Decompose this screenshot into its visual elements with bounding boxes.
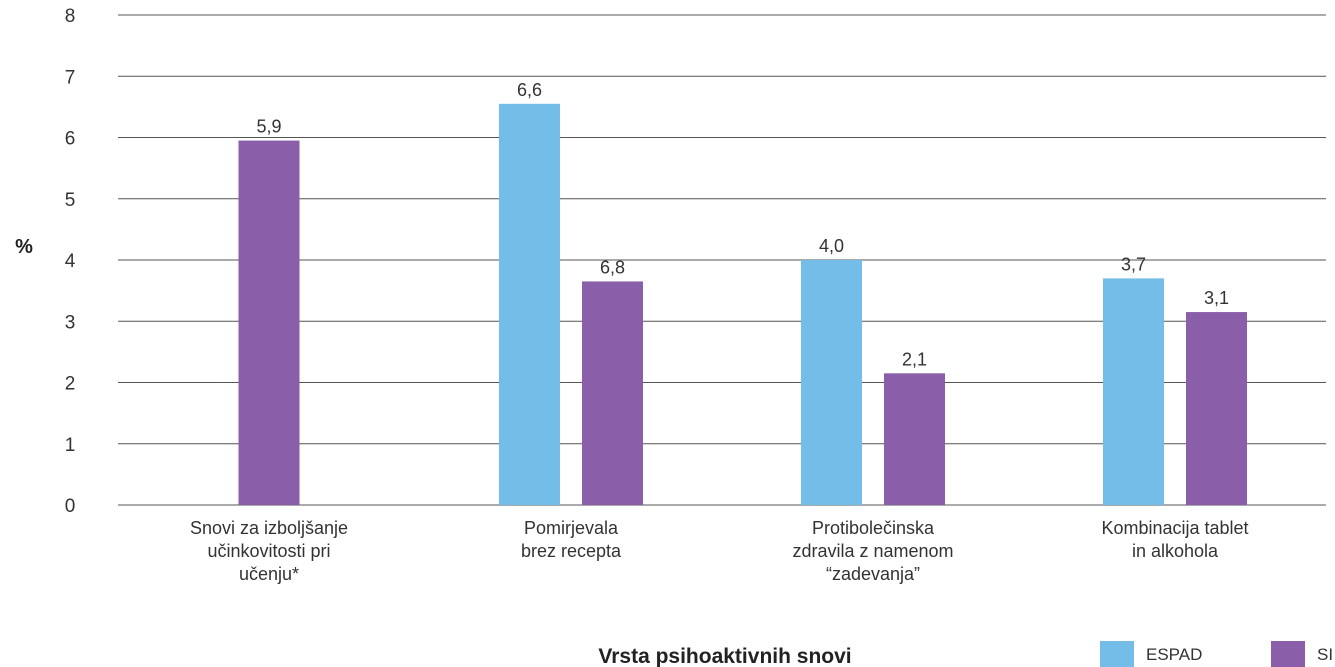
bars: 5,9 6,6 6,8 4,0 2,1 3,7 3,1 xyxy=(238,80,1247,505)
y-tick-label: 2 xyxy=(65,374,76,395)
bar-si xyxy=(238,140,300,505)
data-label: 5,9 xyxy=(256,117,281,137)
gridlines xyxy=(118,14,1326,506)
data-label: 4,0 xyxy=(819,236,844,256)
bar-espad xyxy=(1103,278,1164,505)
y-tick-label: 0 xyxy=(65,496,76,517)
legend-label-si: SI xyxy=(1317,645,1333,664)
category-label-line: Kombinacija tablet xyxy=(1101,518,1248,538)
category-label: Kombinacija tablet in alkohola xyxy=(1101,518,1248,561)
legend-label-espad: ESPAD xyxy=(1146,645,1202,664)
y-tick-label: 6 xyxy=(65,129,76,150)
category-label-line: Pomirjevala xyxy=(524,518,619,538)
legend-swatch-espad xyxy=(1100,641,1134,667)
y-axis-ticks: 0 1 2 3 4 5 6 7 8 xyxy=(65,6,76,517)
data-label: 3,7 xyxy=(1121,254,1146,274)
category-label-line: Protibolečinska xyxy=(812,518,935,538)
bar-espad xyxy=(801,260,862,505)
category-label-line: Snovi za izboljšanje xyxy=(190,518,348,538)
data-label: 3,1 xyxy=(1204,288,1229,308)
y-tick-label: 5 xyxy=(65,190,76,211)
category-label-line: in alkohola xyxy=(1132,541,1219,561)
category-label-line: učenju* xyxy=(239,564,299,584)
category-labels: Snovi za izboljšanje učinkovitosti pri uče… xyxy=(190,518,1249,584)
category-label-line: brez recepta xyxy=(521,541,622,561)
category-label-line: učinkovitosti pri xyxy=(207,541,330,561)
legend-swatch-si xyxy=(1271,641,1305,667)
bar-espad xyxy=(499,103,560,505)
bar-si xyxy=(582,281,643,505)
data-label: 2,1 xyxy=(902,349,927,369)
y-tick-label: 4 xyxy=(65,251,76,272)
y-tick-label: 3 xyxy=(65,312,76,333)
data-label: 6,6 xyxy=(517,80,542,100)
bar-si xyxy=(1186,312,1247,505)
category-label-line: zdravila z namenom xyxy=(792,541,953,561)
y-tick-label: 8 xyxy=(65,6,76,27)
bar-si xyxy=(884,373,945,505)
y-tick-label: 7 xyxy=(65,67,76,88)
x-axis-label: Vrsta psihoaktivnih snovi xyxy=(598,645,851,667)
category-label: Pomirjevala brez recepta xyxy=(521,518,622,561)
category-label: Snovi za izboljšanje učinkovitosti pri uče… xyxy=(190,518,348,584)
legend: ESPAD SI xyxy=(1100,641,1333,667)
category-label: Protibolečinska zdravila z namenom “zadeva… xyxy=(792,518,953,584)
data-label: 6,8 xyxy=(600,257,625,277)
category-label-line: “zadevanja” xyxy=(826,564,920,584)
y-axis-label: % xyxy=(15,236,33,258)
y-tick-label: 1 xyxy=(65,435,76,456)
